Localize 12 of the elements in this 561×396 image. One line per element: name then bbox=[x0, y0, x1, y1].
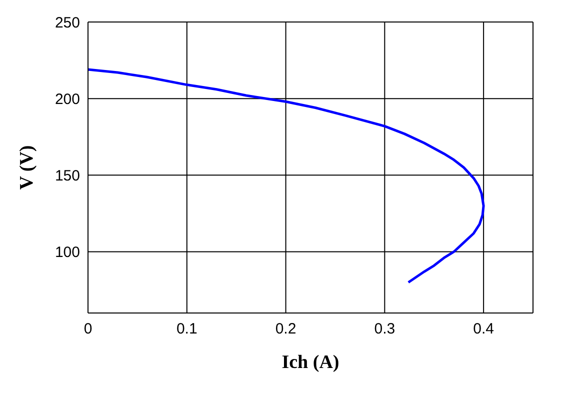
x-tick-label: 0.2 bbox=[275, 320, 296, 338]
x-tick-label: 0.4 bbox=[473, 320, 494, 338]
x-tick-label: 0 bbox=[84, 320, 92, 338]
line-series bbox=[88, 68, 485, 284]
y-tick-label: 100 bbox=[54, 244, 80, 262]
x-tick-label: 0.1 bbox=[176, 320, 198, 338]
y-tick-label: 200 bbox=[54, 90, 80, 108]
y-axis-title: V (V) bbox=[16, 145, 38, 190]
x-axis-title: Ich (A) bbox=[282, 352, 340, 373]
x-tick-label: 0.3 bbox=[374, 320, 396, 338]
y-tick-label: 150 bbox=[54, 167, 80, 184]
y-tick-label: 250 bbox=[54, 14, 80, 32]
